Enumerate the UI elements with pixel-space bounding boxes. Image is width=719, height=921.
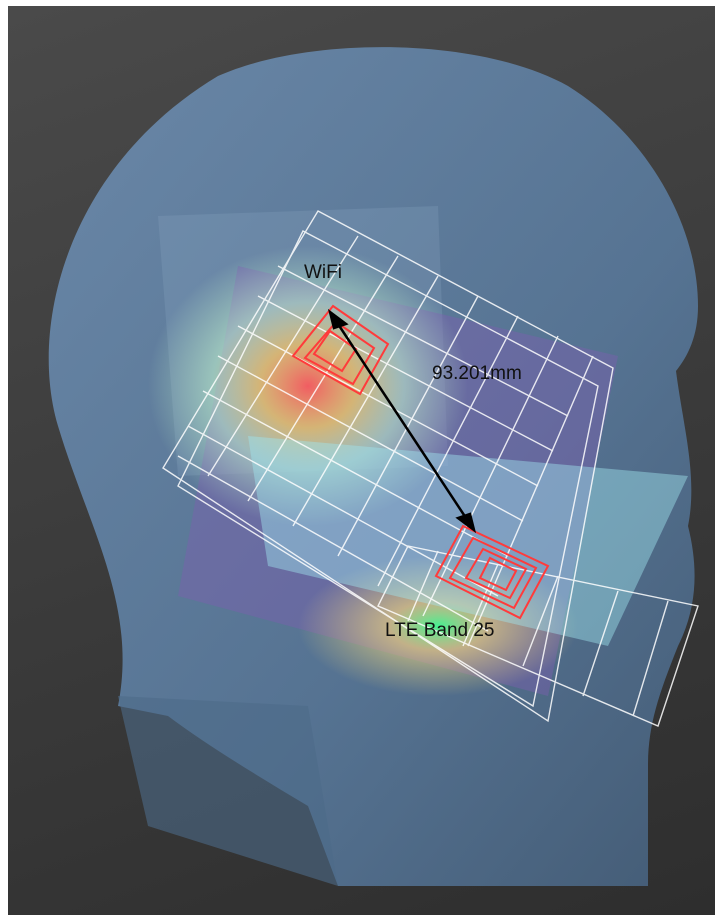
- wifi-label: WiFi: [304, 262, 342, 283]
- wifi-antenna-marker: [291, 304, 390, 396]
- lte-antenna-marker: [434, 524, 550, 620]
- distance-label: 93.201mm: [432, 363, 522, 384]
- phantom-illustration: [48, 47, 699, 886]
- lte-band-label: LTE Band 25: [385, 620, 495, 641]
- sar-head-phantom-view: WiFi 93.201mm LTE Band 25: [8, 6, 715, 915]
- phone-mesh-grid: [162, 210, 699, 727]
- distance-arrow: [327, 308, 477, 534]
